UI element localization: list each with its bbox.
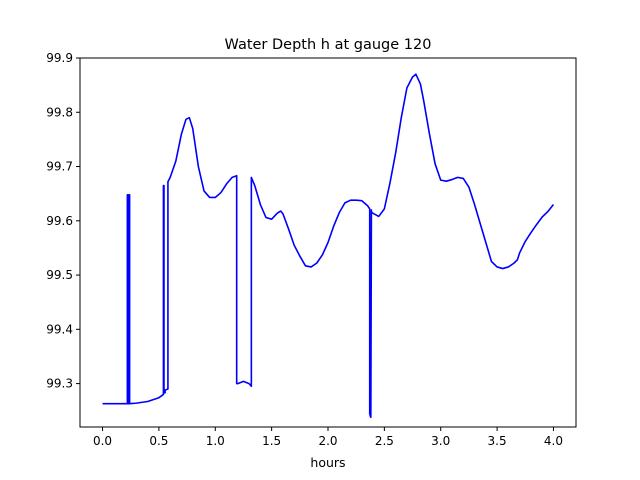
x-tick-label: 3.0 — [431, 434, 450, 448]
y-tick-label: 99.3 — [46, 377, 73, 391]
x-tick-label: 3.5 — [488, 434, 507, 448]
x-tick-label: 2.0 — [318, 434, 337, 448]
series-line-0 — [102, 73, 555, 419]
y-tick-label: 99.6 — [46, 214, 73, 228]
x-tick-label: 2.5 — [375, 434, 394, 448]
x-tick-label: 0.5 — [149, 434, 168, 448]
y-tick-label: 99.9 — [46, 51, 73, 65]
y-tick-label: 99.7 — [46, 160, 73, 174]
x-tick-label: 4.0 — [544, 434, 563, 448]
y-tick-label: 99.5 — [46, 268, 73, 282]
x-tick-label: 1.5 — [262, 434, 281, 448]
x-axis-ticks: 0.0 0.5 1.0 1.5 2.0 2.5 3.0 3.5 4.0 — [93, 427, 563, 448]
plot-area — [79, 57, 577, 428]
x-tick-label: 1.0 — [206, 434, 225, 448]
y-tick-label: 99.4 — [46, 322, 73, 336]
y-axis-ticks: 99.3 99.4 99.5 99.6 99.7 99.8 99.9 — [46, 51, 80, 391]
x-tick-label: 0.0 — [93, 434, 112, 448]
chart-title: Water Depth h at gauge 120 — [225, 37, 432, 53]
x-axis-label: hours — [310, 455, 345, 470]
y-tick-label: 99.8 — [46, 105, 73, 119]
